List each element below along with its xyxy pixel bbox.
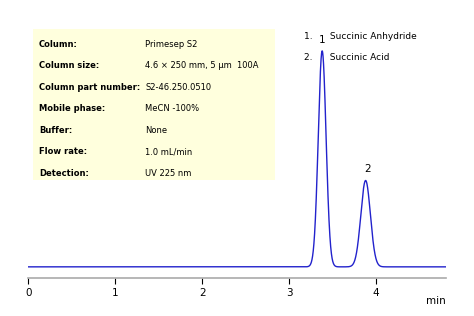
Text: S2-46.250.0510: S2-46.250.0510 (145, 83, 211, 92)
Text: min: min (426, 296, 446, 306)
Text: Primesep S2: Primesep S2 (145, 40, 198, 49)
Text: Flow rate:: Flow rate: (39, 147, 87, 156)
Text: Mobile phase:: Mobile phase: (39, 104, 105, 113)
Text: 2.      Succinic Acid: 2. Succinic Acid (304, 53, 389, 62)
Text: UV 225 nm: UV 225 nm (145, 169, 191, 178)
Text: None: None (145, 126, 167, 135)
Text: MeCN -100%: MeCN -100% (145, 104, 200, 113)
FancyBboxPatch shape (33, 29, 274, 179)
Text: Column:: Column: (39, 40, 78, 49)
Text: 4.6 × 250 mm, 5 μm  100A: 4.6 × 250 mm, 5 μm 100A (145, 61, 259, 70)
Text: 2: 2 (364, 164, 371, 174)
Text: Column part number:: Column part number: (39, 83, 140, 92)
Text: 1: 1 (319, 35, 326, 45)
Text: Column size:: Column size: (39, 61, 99, 70)
Text: 1.0 mL/min: 1.0 mL/min (145, 147, 192, 156)
Text: 1.      Succinic Anhydride: 1. Succinic Anhydride (304, 32, 417, 41)
Text: Detection:: Detection: (39, 169, 89, 178)
Text: Buffer:: Buffer: (39, 126, 72, 135)
